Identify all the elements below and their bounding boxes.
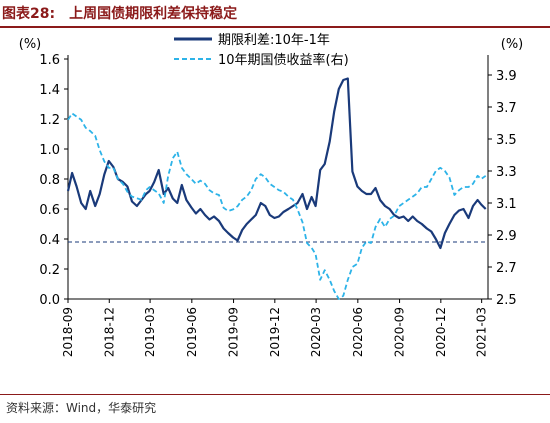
- right-tick-label: 3.5: [496, 133, 517, 148]
- x-tick-label: 2018-09: [61, 307, 75, 357]
- left-tick-label: 0.4: [39, 233, 60, 248]
- x-tick-label: 2019-12: [268, 307, 282, 357]
- right-tick-label: 3.9: [496, 69, 517, 84]
- line-chart: (%) (%) 0.0 0.2 0.4 0.6 0.8 1.0 1.2 1.4 1.6 2.5 2.…: [19, 33, 524, 357]
- figure-title-bar: 图表28: 上周国债期限利差保持稳定: [0, 0, 550, 26]
- right-tick-label: 3.7: [496, 101, 517, 116]
- source-divider: [0, 394, 550, 395]
- left-axis-unit-label: (%): [19, 37, 42, 52]
- left-tick-label: 1.0: [39, 143, 60, 158]
- left-tick-label: 0.6: [39, 203, 60, 218]
- left-tick-label: 0.0: [39, 293, 60, 308]
- source-note: 资料来源：Wind，华泰研究: [6, 401, 157, 415]
- axes-group: 0.0 0.2 0.4 0.6 0.8 1.0 1.2 1.4 1.6 2.5 2.7 2.9 3.1 3…: [39, 53, 516, 357]
- right-axis-unit-label: (%): [501, 37, 524, 52]
- x-tick-label: 2018-12: [102, 307, 116, 357]
- series-line-spread: [66, 77, 487, 250]
- right-tick-label: 3.1: [496, 197, 517, 212]
- right-tick-label: 2.9: [496, 229, 517, 244]
- right-tick-label: 3.3: [496, 165, 517, 180]
- right-tick-label: 2.5: [496, 293, 517, 308]
- figure-label: 图表28:: [2, 6, 56, 22]
- x-tick-label: 2020-03: [309, 307, 323, 357]
- x-tick-label: 2020-09: [393, 307, 407, 357]
- x-tick-label: 2021-03: [475, 307, 489, 357]
- x-tick-label: 2019-03: [143, 307, 157, 357]
- x-tick-label: 2020-06: [351, 307, 365, 357]
- right-tick-label: 2.7: [496, 261, 517, 276]
- legend-label-spread: 期限利差:10年-1年: [218, 33, 330, 48]
- series-line-yield: [67, 112, 487, 300]
- x-tick-label: 2019-09: [227, 307, 241, 357]
- left-tick-label: 1.2: [39, 113, 60, 128]
- figure-title: 上周国债期限利差保持稳定: [69, 6, 238, 22]
- left-tick-label: 0.8: [39, 173, 60, 188]
- series-group: [66, 77, 487, 300]
- legend-label-yield: 10年期国债收益率(右): [218, 52, 349, 68]
- x-tick-label: 2019-06: [185, 307, 199, 357]
- title-divider: [0, 26, 550, 28]
- left-tick-label: 1.4: [39, 83, 60, 98]
- left-tick-label: 1.6: [39, 53, 60, 68]
- left-tick-label: 0.2: [39, 263, 60, 278]
- legend: 期限利差:10年-1年 10年期国债收益率(右): [174, 33, 349, 68]
- x-tick-label: 2020-12: [434, 307, 448, 357]
